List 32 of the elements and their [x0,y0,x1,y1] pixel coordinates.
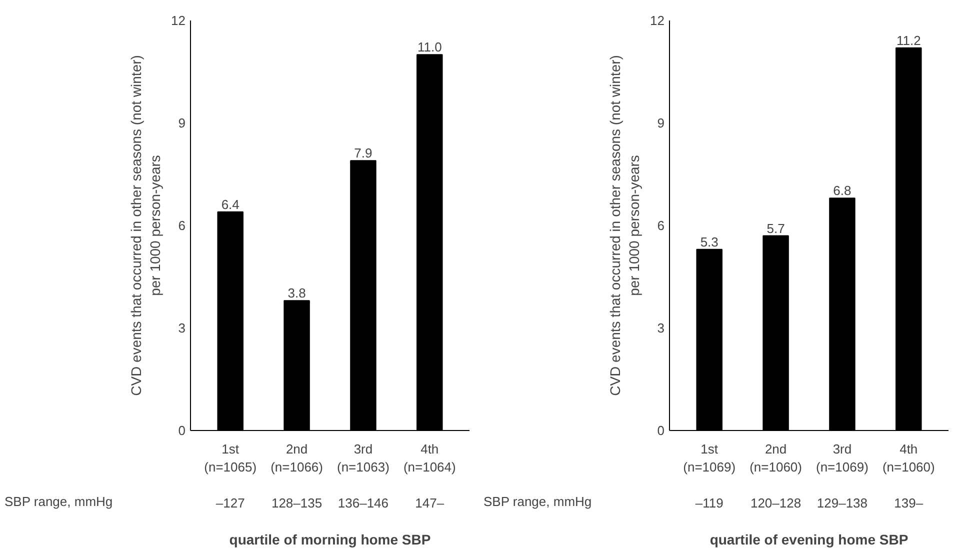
category-label: 3rd (n=1063) 136–146 [337,442,390,510]
y-tick-label: 12 [171,13,186,28]
category-label: 3rd (n=1069) 129–138 [816,442,868,510]
y-tick-label: 12 [650,13,665,28]
category-label: 1st (n=1069) –119 [683,442,736,510]
category-label: 1st (n=1065) –127 [204,442,257,510]
data-label: 5.7 [766,220,785,236]
y-tick-label: 3 [178,320,186,336]
y-tick-label: 6 [657,218,665,233]
y-axis-title: CVD events that occurred in other seasons (not winter) per 1000 person-years [128,55,164,396]
y-tick-label: 0 [657,423,665,438]
y-tick-label: 6 [178,218,186,233]
y-tick-label: 9 [657,116,665,130]
category-label: 4th (n=1064) 147– [403,442,456,510]
data-label: 11.0 [417,40,442,55]
data-label: 3.8 [288,286,306,301]
y-tick-label: 3 [657,320,665,336]
data-label: 7.9 [354,146,372,161]
data-label: 6.8 [833,183,852,198]
data-label: 5.3 [700,234,718,250]
y-axis-title: CVD events that occurred in other seasons (not winter) per 1000 person-years [606,55,642,396]
category-label: 4th (n=1060) 139– [882,442,935,510]
x-axis-title: quartile of evening home SBP [710,532,908,548]
y-tick-label: 9 [178,116,186,130]
x-axis-title: quartile of morning home SBP [229,532,431,548]
text: SBP range, mmHg [4,494,113,509]
data-label: 6.4 [221,196,240,212]
category-label: 2nd (n=1066) 128–135 [270,442,323,510]
text: SBP range, mmHg [484,494,592,509]
y-tick-label: 0 [178,423,186,438]
category-label: 2nd (n=1060) 120–128 [750,442,802,510]
data-label: 11.2 [896,32,921,48]
